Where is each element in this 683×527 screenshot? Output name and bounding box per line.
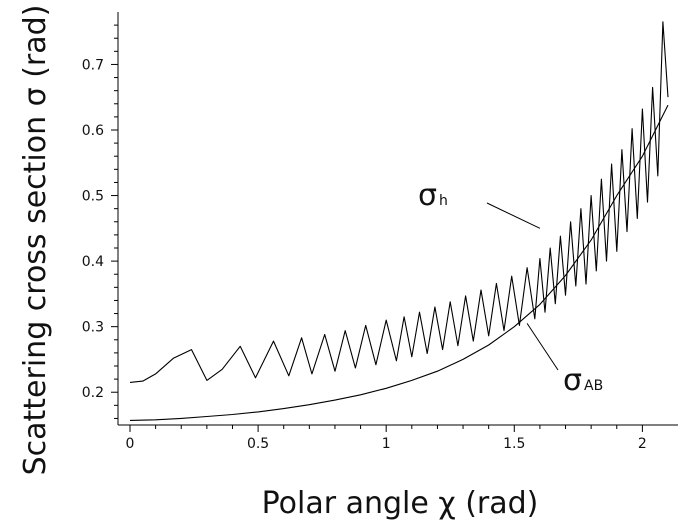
x-ticks: 0 0.5 1 1.5 2 [126, 425, 647, 452]
x-tick-label: 1 [382, 436, 391, 452]
x-tick-label: 0 [126, 436, 135, 452]
series-line-sigma-h [129, 21, 669, 383]
series-line-sigma-ab [129, 104, 669, 421]
y-tick-label: 0.3 [82, 320, 104, 336]
y-tick-label: 0.6 [82, 123, 104, 139]
x-tick-label: 2 [638, 436, 647, 452]
y-ticks: 0.2 0.3 0.4 0.5 0.6 0.7 [82, 24, 118, 419]
y-axis-title: Scattering cross section σ (rad) [18, 5, 53, 476]
annotation-leader-sigma-h [486, 202, 541, 229]
y-tick-label: 0.4 [82, 254, 104, 270]
annotation-group: σ hσ AB [418, 178, 603, 398]
y-tick-label: 0.2 [82, 385, 104, 401]
annotation-sigma-ab-subscript: AB [584, 378, 603, 394]
annotation-sigma-h-subscript: h [439, 193, 448, 209]
annotation-sigma-ab: σ AB [563, 363, 603, 398]
x-axis-title: Polar angle χ (rad) [262, 486, 539, 521]
y-tick-label: 0.5 [82, 189, 104, 205]
series-group [129, 21, 669, 421]
annotation-sigma-h-symbol: σ [418, 178, 437, 213]
annotation-sigma-ab-symbol: σ [563, 363, 582, 398]
x-tick-label: 1.5 [503, 436, 525, 452]
x-tick-label: 0.5 [247, 436, 269, 452]
axes [117, 12, 678, 426]
annotation-leader-sigma-ab [526, 323, 559, 371]
y-tick-label: 0.7 [82, 57, 104, 73]
